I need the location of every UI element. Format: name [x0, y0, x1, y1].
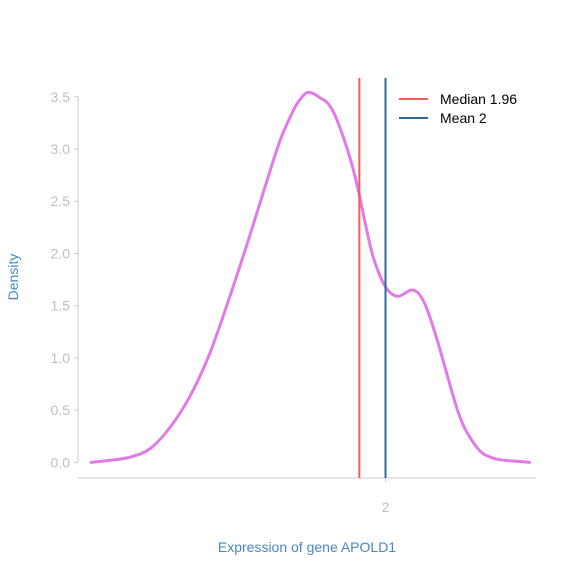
y-tick-label: 1.0 [51, 350, 71, 366]
x-tick-label: 2 [382, 499, 390, 515]
legend-label: Median 1.96 [440, 91, 517, 107]
x-axis: 2 [78, 477, 536, 515]
legend: Median 1.96 Mean 2 [399, 91, 517, 126]
y-tick-label: 1.5 [51, 298, 71, 314]
legend-label: Mean 2 [440, 110, 487, 126]
y-tick-label: 2.5 [51, 193, 71, 209]
y-tick-label: 3.5 [51, 89, 71, 105]
x-axis-title: Expression of gene APOLD1 [218, 539, 396, 555]
y-axis: 0.0 0.5 1.0 1.5 2.0 2.5 3.0 3.5 [51, 89, 79, 470]
y-axis-title: Density [5, 254, 21, 301]
plot-area [89, 78, 531, 478]
y-tick-label: 2.0 [51, 245, 71, 261]
y-tick-label: 0.5 [51, 402, 71, 418]
density-curve [89, 90, 531, 464]
y-tick-label: 0.0 [51, 454, 71, 470]
y-tick-label: 3.0 [51, 141, 71, 157]
